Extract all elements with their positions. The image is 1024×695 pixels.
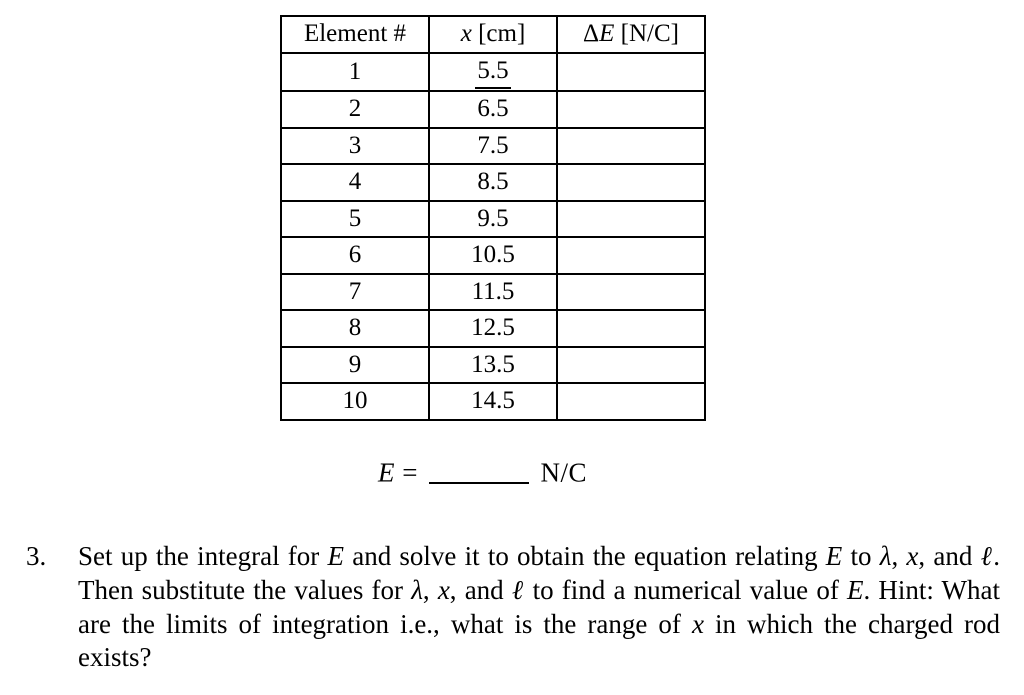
- answer-blank: [429, 458, 529, 484]
- cell-x: 5.5: [429, 53, 557, 92]
- cell-elem: 9: [281, 347, 429, 384]
- var-lambda: λ: [880, 541, 892, 571]
- cell-elem: 2: [281, 91, 429, 128]
- page-root: Element # x [cm] ΔE [N/C] 1 5.5 2 6.5: [0, 0, 1024, 695]
- cell-elem: 10: [281, 383, 429, 420]
- var-x: x: [906, 541, 918, 571]
- var-x: x: [692, 609, 704, 639]
- header-delta-symbol: Δ: [583, 20, 599, 47]
- var-lambda: λ: [411, 575, 423, 605]
- var-E: E: [826, 541, 843, 571]
- header-x-unit: [cm]: [472, 20, 525, 47]
- cell-de: [557, 164, 705, 201]
- header-e-var: E: [599, 20, 614, 47]
- cell-x: 6.5: [429, 91, 557, 128]
- cell-elem: 8: [281, 310, 429, 347]
- cell-elem: 3: [281, 128, 429, 165]
- cell-x-value: 5.5: [475, 55, 510, 90]
- question-number: 3.: [26, 540, 46, 574]
- cell-x: 13.5: [429, 347, 557, 384]
- cell-elem: 4: [281, 164, 429, 201]
- cell-x: 9.5: [429, 201, 557, 238]
- q-text: , and: [450, 575, 512, 605]
- element-table: Element # x [cm] ΔE [N/C] 1 5.5 2 6.5: [280, 15, 706, 421]
- cell-de: [557, 383, 705, 420]
- table-body: 1 5.5 2 6.5 3 7.5 4 8.5 5 9.5: [281, 53, 705, 420]
- table-row: 6 10.5: [281, 237, 705, 274]
- q-text: ,: [423, 575, 438, 605]
- question-text: Set up the integral for E and solve it t…: [78, 540, 1000, 675]
- cell-x: 7.5: [429, 128, 557, 165]
- equals-sign: =: [395, 457, 425, 487]
- cell-de: [557, 310, 705, 347]
- cell-de: [557, 201, 705, 238]
- var-ell: ℓ: [981, 541, 994, 571]
- var-x: x: [438, 575, 450, 605]
- cell-elem: 1: [281, 53, 429, 92]
- cell-x: 14.5: [429, 383, 557, 420]
- q-text: ,: [891, 541, 906, 571]
- cell-elem: 5: [281, 201, 429, 238]
- cell-de: [557, 128, 705, 165]
- var-E: E: [847, 575, 864, 605]
- var-E: E: [328, 541, 345, 571]
- var-ell: ℓ: [512, 575, 525, 605]
- cell-de: [557, 274, 705, 311]
- q-text: to find a numerical value of: [525, 575, 847, 605]
- table-row: 9 13.5: [281, 347, 705, 384]
- q-text: to: [842, 541, 879, 571]
- header-x-var: x: [461, 20, 472, 47]
- table-header-row: Element # x [cm] ΔE [N/C]: [281, 16, 705, 53]
- cell-x: 12.5: [429, 310, 557, 347]
- cell-x: 10.5: [429, 237, 557, 274]
- cell-x: 8.5: [429, 164, 557, 201]
- table-row: 7 11.5: [281, 274, 705, 311]
- cell-de: [557, 237, 705, 274]
- q-text: and solve it to obtain the equation rela…: [344, 541, 826, 571]
- cell-elem: 7: [281, 274, 429, 311]
- cell-de: [557, 347, 705, 384]
- header-element-number: Element #: [281, 16, 429, 53]
- unit-nc: N/C: [533, 457, 587, 487]
- e-variable: E: [378, 457, 395, 487]
- table-row: 5 9.5: [281, 201, 705, 238]
- header-delta-e: ΔE [N/C]: [557, 16, 705, 53]
- table-row: 3 7.5: [281, 128, 705, 165]
- cell-x: 11.5: [429, 274, 557, 311]
- q-text: Set up the integral for: [78, 541, 328, 571]
- table-row: 1 5.5: [281, 53, 705, 92]
- table-row: 8 12.5: [281, 310, 705, 347]
- q-text: , and: [918, 541, 980, 571]
- header-de-unit: [N/C]: [614, 20, 679, 47]
- question-3: 3. Set up the integral for E and solve i…: [26, 540, 1000, 675]
- table-row: 10 14.5: [281, 383, 705, 420]
- table-row: 4 8.5: [281, 164, 705, 201]
- header-x-cm: x [cm]: [429, 16, 557, 53]
- cell-de: [557, 53, 705, 92]
- cell-de: [557, 91, 705, 128]
- table-row: 2 6.5: [281, 91, 705, 128]
- cell-elem: 6: [281, 237, 429, 274]
- e-equals-line: E = N/C: [378, 455, 587, 488]
